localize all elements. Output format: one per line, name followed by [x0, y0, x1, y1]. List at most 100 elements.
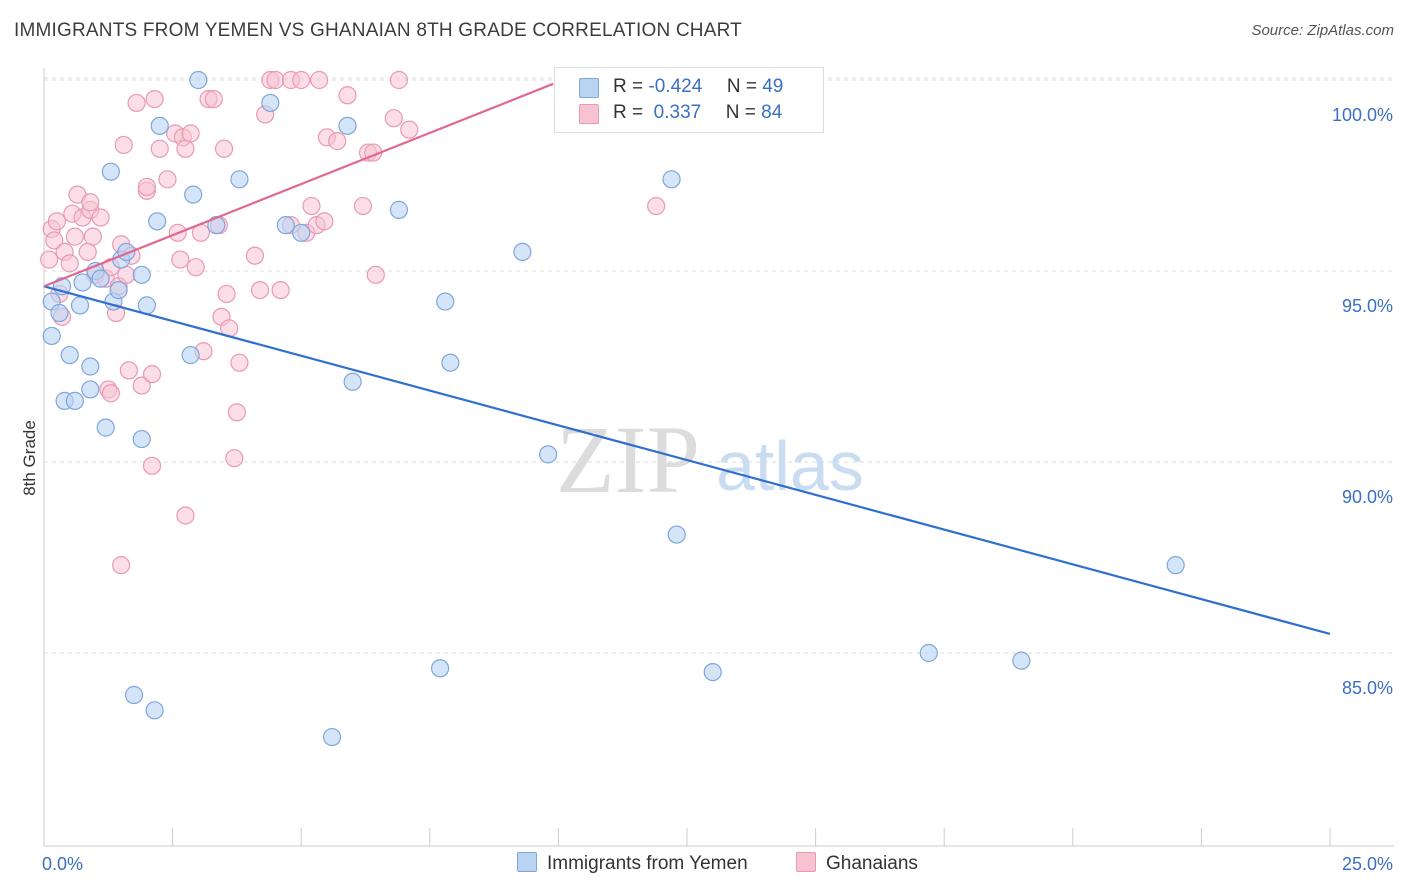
data-point-ghanaians: [315, 212, 334, 231]
data-point-ghanaians: [186, 258, 205, 277]
data-point-yemen: [150, 116, 169, 135]
data-point-ghanaians: [328, 132, 347, 151]
data-point-ghanaians: [353, 196, 373, 216]
x-tick-label: 0.0%: [42, 854, 83, 874]
data-point-yemen: [181, 345, 200, 365]
legend-label: Immigrants from Yemen: [547, 853, 748, 874]
data-point-yemen: [919, 643, 938, 663]
n-value: 49: [762, 76, 784, 97]
data-point-ghanaians: [204, 89, 223, 109]
data-point-yemen: [1166, 556, 1185, 575]
y-tick-label: 85.0%: [1342, 678, 1393, 698]
data-point-ghanaians: [158, 170, 177, 189]
y-axis-title: 8th Grade: [20, 420, 39, 496]
data-point-ghanaians: [132, 376, 151, 395]
data-point-ghanaians: [127, 93, 146, 113]
data-point-ghanaians: [271, 281, 290, 300]
data-point-yemen: [50, 303, 69, 323]
data-point-ghanaians: [230, 353, 249, 372]
data-point-ghanaians: [214, 139, 234, 158]
data-point-yemen: [292, 223, 311, 242]
legend-swatch-blue: [517, 852, 537, 872]
y-tick-label: 90.0%: [1342, 487, 1393, 507]
data-point-yemen: [109, 281, 128, 300]
n-value: 84: [761, 102, 783, 123]
data-point-yemen: [91, 269, 110, 288]
watermark: ZIP atlas: [556, 406, 864, 513]
data-point-ghanaians: [338, 86, 357, 105]
data-point-yemen: [703, 662, 722, 682]
trend-lines: [43, 82, 1331, 635]
data-point-ghanaians: [647, 196, 666, 216]
data-point-yemen: [42, 326, 61, 346]
data-point-yemen: [73, 273, 92, 292]
data-point-yemen: [137, 296, 156, 315]
data-point-yemen: [101, 162, 120, 181]
data-point-ghanaians: [83, 227, 102, 246]
data-point-ghanaians: [137, 177, 156, 197]
data-point-yemen: [261, 93, 280, 113]
legend-swatch-pink: [796, 852, 816, 872]
data-point-yemen: [338, 116, 357, 135]
data-point-ghanaians: [142, 456, 162, 475]
data-point-ghanaians: [225, 449, 244, 468]
data-point-yemen: [662, 170, 681, 189]
r-value: -0.424: [648, 76, 703, 97]
legend-item-yemen: Immigrants from Yemen: [517, 852, 748, 875]
data-point-yemen: [189, 70, 208, 90]
data-point-ghanaians: [171, 250, 190, 269]
y-tick-label: 100.0%: [1332, 105, 1393, 125]
data-point-yemen: [1012, 651, 1031, 670]
data-point-yemen: [96, 418, 115, 437]
data-point-ghanaians: [181, 124, 200, 143]
data-point-yemen: [65, 391, 84, 410]
data-point-ghanaians: [40, 250, 59, 269]
data-point-ghanaians: [78, 242, 97, 261]
data-point-ghanaians: [101, 384, 120, 403]
trendline-ghanaians: [43, 82, 554, 288]
watermark-zip: ZIP: [556, 406, 700, 513]
data-point-ghanaians: [227, 403, 246, 422]
data-point-ghanaians: [176, 506, 195, 525]
data-point-yemen: [436, 292, 455, 311]
data-point-yemen: [148, 212, 167, 231]
data-point-yemen: [389, 200, 409, 219]
data-point-ghanaians: [217, 284, 236, 304]
data-point-ghanaians: [266, 70, 285, 90]
data-point-ghanaians: [47, 212, 66, 231]
data-point-ghanaians: [366, 265, 385, 284]
data-point-yemen: [539, 445, 558, 464]
data-point-ghanaians: [65, 227, 84, 246]
data-point-yemen: [60, 345, 79, 365]
data-point-ghanaians: [45, 231, 64, 250]
source-credit: Source: ZipAtlas.com: [1251, 22, 1394, 39]
data-point-ghanaians: [112, 556, 131, 575]
data-point-yemen: [132, 429, 151, 449]
data-point-yemen: [70, 296, 90, 315]
r-label: R =: [613, 76, 644, 97]
data-point-ghanaians: [389, 70, 409, 90]
data-point-ghanaians: [114, 135, 133, 155]
data-point-yemen: [184, 185, 203, 204]
watermark-atlas: atlas: [716, 427, 864, 505]
data-point-ghanaians: [91, 208, 110, 227]
data-point-ghanaians: [310, 70, 329, 90]
data-point-ghanaians: [81, 193, 100, 212]
data-point-ghanaians: [302, 196, 321, 216]
data-point-ghanaians: [142, 365, 162, 384]
data-point-ghanaians: [60, 254, 79, 273]
n-label: N =: [725, 102, 756, 123]
chart-title: IMMIGRANTS FROM YEMEN VS GHANAIAN 8TH GR…: [14, 20, 742, 41]
r-value: 0.337: [648, 102, 702, 123]
data-point-yemen: [441, 353, 460, 372]
data-point-yemen: [145, 701, 164, 720]
trendline-yemen: [43, 285, 1331, 635]
x-tick-label: 25.0%: [1342, 854, 1393, 874]
data-point-ghanaians: [176, 139, 195, 158]
r-label: R =: [613, 102, 644, 123]
data-point-ghanaians: [119, 361, 138, 380]
data-point-ghanaians: [250, 281, 270, 300]
data-point-ghanaians: [145, 89, 164, 109]
n-label: N =: [726, 76, 757, 97]
axis-labels: 85.0% 90.0% 95.0% 100.0% 0.0% 25.0%: [42, 105, 1393, 874]
